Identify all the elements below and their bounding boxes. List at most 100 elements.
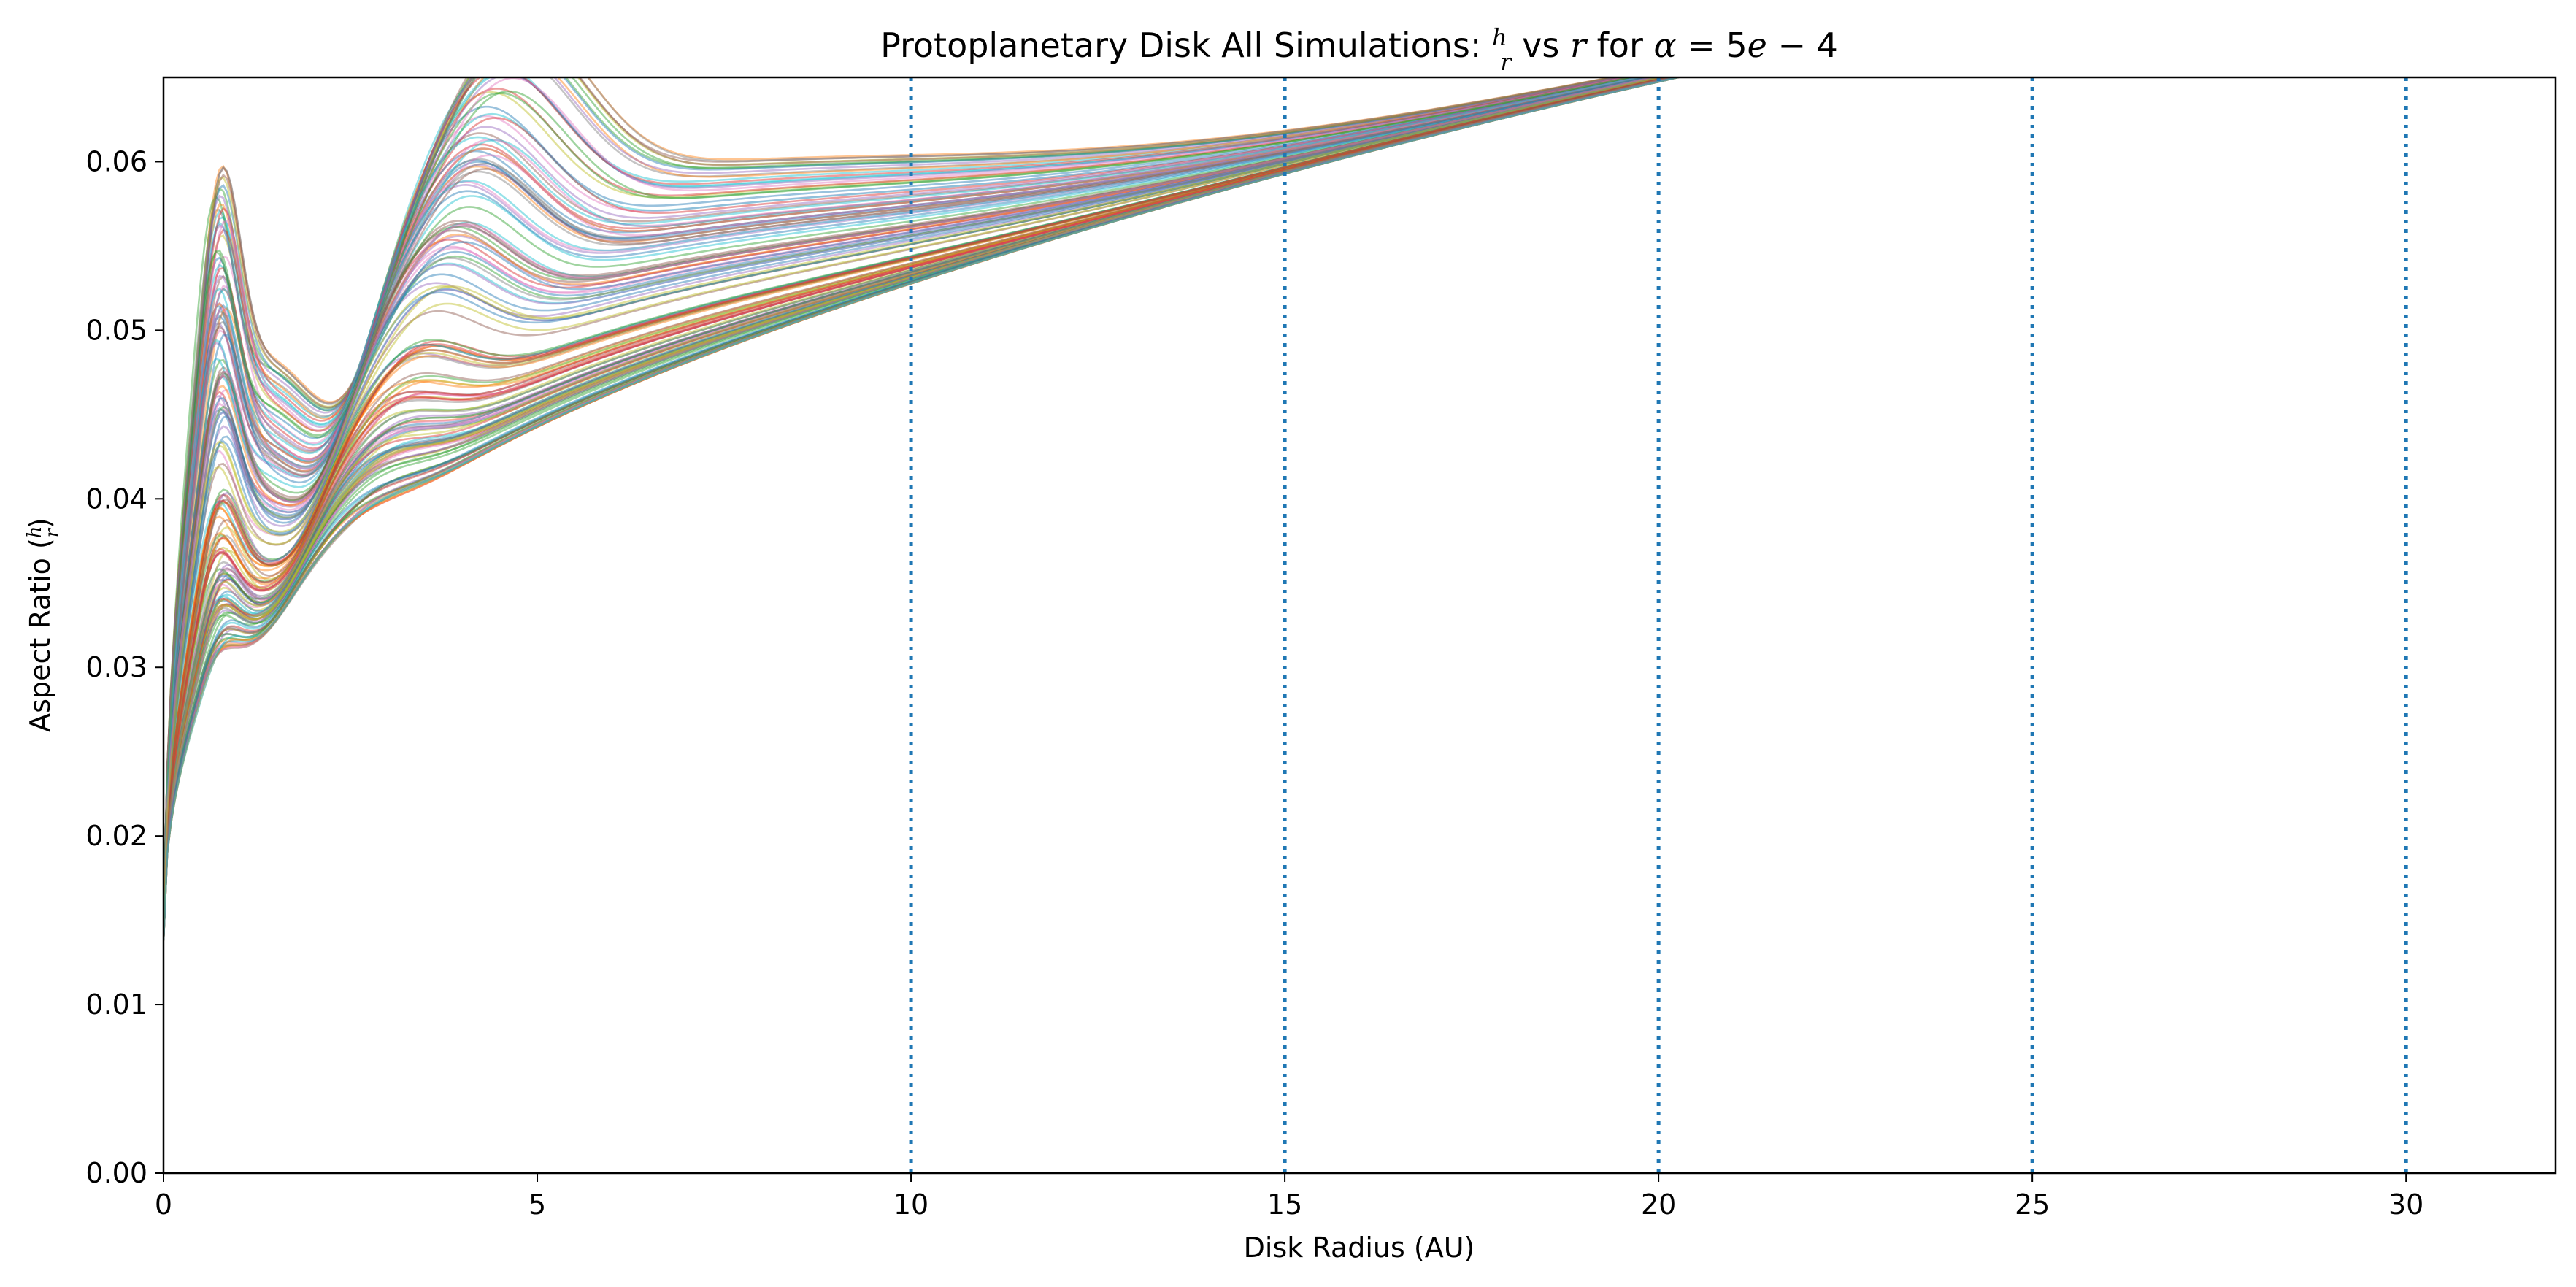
series-line (164, 77, 1646, 926)
series-line (164, 77, 1664, 932)
y-tick-label: 0.04 (85, 483, 147, 515)
series-line (164, 77, 1656, 929)
series-line (164, 77, 1657, 929)
series-line (164, 77, 1669, 934)
series-line (164, 77, 1632, 923)
series-line (164, 77, 1616, 921)
series-line (164, 77, 1617, 921)
series-line (164, 77, 1674, 937)
series-line (164, 77, 1648, 927)
series-line (164, 77, 1674, 937)
series-line (164, 77, 1663, 931)
series-line (164, 77, 1678, 939)
series-line (164, 77, 1678, 939)
series-line (164, 77, 1681, 940)
chart-title: Protoplanetary Disk All Simulations: h r… (880, 23, 1838, 76)
ylabel-frac-den: r (42, 527, 64, 537)
series-line (164, 77, 1679, 939)
series-line (164, 77, 1670, 934)
series-line (164, 77, 1683, 941)
series-line (164, 77, 1677, 938)
series-line (164, 77, 1679, 939)
series-line (164, 77, 1634, 923)
x-tick-label: 10 (893, 1188, 928, 1221)
series-line (164, 77, 1657, 929)
series-line (164, 77, 1681, 940)
series-line (164, 77, 1643, 926)
series-line (164, 77, 1664, 932)
series-line (164, 77, 1677, 938)
series-line (164, 77, 1664, 932)
series-line (164, 77, 1666, 933)
series-line (164, 77, 1676, 937)
series-line (164, 77, 1675, 937)
series-line (164, 77, 1682, 940)
series-line (164, 77, 1675, 937)
series-line (164, 77, 1629, 923)
series-line (164, 77, 1658, 930)
series-line (164, 77, 1679, 939)
series-line (164, 77, 1648, 926)
series-line (164, 77, 1653, 929)
series-line (164, 77, 1683, 941)
series-line (164, 77, 1656, 929)
series-line (164, 77, 1648, 926)
series-line (164, 77, 1619, 921)
series-layer (164, 77, 1683, 941)
reference-lines (909, 77, 2408, 1173)
series-line (164, 77, 1664, 932)
series-line (164, 77, 1669, 934)
series-line (164, 77, 1651, 928)
series-line (164, 77, 1642, 925)
series-line (164, 77, 1640, 925)
series-line (164, 77, 1680, 940)
series-line (164, 77, 1650, 927)
series-line (164, 77, 1681, 940)
series-line (164, 77, 1683, 941)
series-line (164, 77, 1625, 922)
series-line (164, 77, 1676, 937)
series-line (164, 77, 1661, 931)
series-line (164, 77, 1683, 941)
series-line (164, 77, 1676, 937)
series-line (164, 77, 1682, 940)
series-line (164, 77, 1645, 926)
y-tick-label: 0.06 (85, 145, 147, 177)
series-line (164, 77, 1661, 931)
x-tick-label: 15 (1267, 1188, 1302, 1221)
series-line (164, 77, 1645, 926)
series-line (164, 77, 1621, 921)
series-line (164, 77, 1662, 931)
series-line (164, 77, 1683, 941)
series-line (164, 77, 1675, 937)
series-line (164, 77, 1657, 929)
title-frac-den: r (1500, 48, 1512, 76)
series-line (164, 77, 1673, 936)
y-tick-label: 0.05 (85, 314, 147, 346)
series-line (164, 77, 1681, 940)
series-line (164, 77, 1673, 936)
series-line (164, 77, 1683, 941)
series-line (164, 77, 1661, 931)
series-line (164, 77, 1670, 934)
series-line (164, 77, 1657, 929)
series-line (164, 77, 1683, 941)
series-line (164, 77, 1677, 938)
series-line (164, 77, 1677, 937)
series-line (164, 77, 1669, 934)
series-line (164, 77, 1639, 925)
series-line (164, 77, 1670, 934)
series-line (164, 77, 1642, 926)
series-line (164, 77, 1659, 930)
series-line (164, 77, 1675, 937)
series-line (164, 77, 1675, 937)
series-line (164, 77, 1648, 926)
series-line (164, 77, 1672, 936)
series-line (164, 77, 1635, 924)
series-line (164, 77, 1678, 939)
series-line (164, 77, 1619, 921)
series-line (164, 77, 1648, 926)
series-line (164, 77, 1648, 927)
series-line (164, 77, 1635, 923)
